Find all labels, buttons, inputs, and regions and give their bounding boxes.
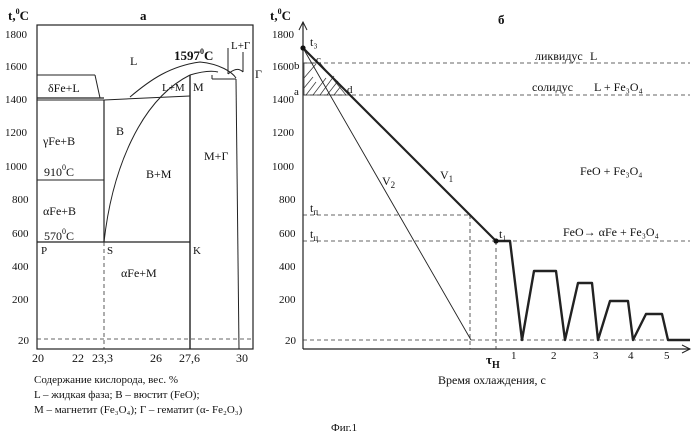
left-y-tick: 1800 <box>5 29 28 41</box>
right-y-tick: 1200 <box>272 127 295 139</box>
left-plot-frame <box>37 25 253 349</box>
left-y-tick: 1000 <box>5 161 28 173</box>
label-v1: V1 <box>440 168 453 184</box>
label-t3: t₃ <box>310 35 318 49</box>
label-v2: V2 <box>382 174 395 190</box>
legend-line-3: M – магнетит (Fe₃O₄); Г – гематит (α- Fe… <box>34 404 243 416</box>
point-t1-marker <box>493 238 498 243</box>
tau-n-label: τН <box>486 352 500 371</box>
liquidus-phase-label: L <box>590 49 597 63</box>
left-x-tick: 23,3 <box>92 351 113 365</box>
temp-label-910: 9100C <box>44 163 74 179</box>
solidus-label: солидус <box>532 80 573 94</box>
right-y-tick: 1000 <box>272 161 295 173</box>
eutectic-line <box>104 96 190 100</box>
cooling-curve-v2 <box>303 48 471 340</box>
left-y-tick: 20 <box>18 335 30 347</box>
left-y-tick: 200 <box>12 294 29 306</box>
left-panel-label: а <box>140 8 147 23</box>
region-magnetite: M <box>193 80 204 94</box>
right-y-tick: 600 <box>279 228 296 240</box>
left-y-tick: 600 <box>12 228 29 240</box>
right-y-tick: 1400 <box>272 94 295 106</box>
magnetite-liquid-boundary <box>190 71 218 75</box>
left-x-tick: 20 <box>32 351 44 365</box>
left-x-tick: 22 <box>72 351 84 365</box>
right-y-tick: 20 <box>285 335 297 347</box>
left-y-tick: 1400 <box>5 94 28 106</box>
label-tc: tц <box>310 227 318 243</box>
left-y-axis-title: t,0C <box>8 7 29 23</box>
right-x-tick: 1 <box>511 350 517 362</box>
label-c: c <box>316 54 321 66</box>
point-t3-marker <box>300 45 305 50</box>
left-x-tick: 27,6 <box>179 351 200 365</box>
right-y-axis-title: t,0C <box>270 7 291 23</box>
region-gamma-fe-b: γFe+B <box>42 134 75 148</box>
liquidus-label: ликвидус <box>535 49 583 63</box>
region-alpha-fe-b: αFe+B <box>43 204 76 218</box>
temp-label-570: 5700C <box>44 227 74 243</box>
legend-line-2: L – жидкая фаза; B – вюстит (FeO); <box>34 389 200 401</box>
right-y-tick: 1800 <box>272 29 295 41</box>
hematite-boundary <box>236 79 239 349</box>
region-wustite: B <box>116 124 124 138</box>
cooling-curve-v1 <box>303 48 496 241</box>
left-y-tick: 1600 <box>5 61 28 73</box>
region-alpha-fe-m: αFe+M <box>121 266 157 280</box>
point-s: S <box>107 245 113 257</box>
right-cooling-diagram: t,0C б 1800 1600 1400 1200 1000 800 600 … <box>270 7 690 387</box>
hatched-crystallization-zone <box>304 63 346 95</box>
point-k: K <box>193 245 201 257</box>
label-b: b <box>294 60 300 72</box>
right-x-tick: 5 <box>664 350 670 362</box>
label-a: a <box>294 86 299 98</box>
wustite-magnetite-curve <box>104 75 190 242</box>
delta-fe-liquidus <box>95 75 100 98</box>
left-y-tick: 400 <box>12 261 29 273</box>
region-liquid: L <box>130 54 137 68</box>
region-l-gamma: L+Г <box>231 40 250 52</box>
region-m-gamma: M+Г <box>204 149 228 163</box>
feo-reaction-label: FeO→ αFe + Fe₃O₄ <box>563 225 659 239</box>
feo-fe3o4-label: FeO + Fe₃O₄ <box>580 164 642 178</box>
right-y-tick: 200 <box>279 294 296 306</box>
region-b-m: B+M <box>146 167 172 181</box>
solidus-phase-label: L + Fe₃O₄ <box>594 80 643 94</box>
figure-caption: Фиг.1 <box>331 422 357 434</box>
label-t1: t₁ <box>499 227 507 241</box>
left-x-tick: 30 <box>236 351 248 365</box>
left-y-tick: 800 <box>12 194 29 206</box>
right-y-tick: 800 <box>279 194 296 206</box>
label-d: d <box>347 84 353 96</box>
point-p: P <box>41 245 47 257</box>
temp-label-1597: 15970C <box>174 47 213 63</box>
right-x-axis-title: Время охлаждения, с <box>438 373 546 387</box>
right-panel-label: б <box>498 12 505 27</box>
left-x-tick: 26 <box>150 351 162 365</box>
region-l-m: L+M <box>162 82 185 94</box>
left-y-tick: 1200 <box>5 127 28 139</box>
label-tp: tп <box>310 201 318 217</box>
legend-line-1: Содержание кислорода, вес. % <box>34 374 178 386</box>
right-y-tick: 1600 <box>272 61 295 73</box>
right-y-tick: 400 <box>279 261 296 273</box>
region-gamma: Г <box>255 67 262 81</box>
region-delta-fe-l: δFe+L <box>48 81 80 95</box>
right-x-tick: 4 <box>628 350 634 362</box>
right-x-tick: 3 <box>593 350 599 362</box>
left-phase-diagram: t,0C а 1800 1600 1400 1200 1000 800 600 … <box>5 7 262 416</box>
quench-sawtooth-curve <box>496 241 690 340</box>
right-x-tick: 2 <box>551 350 557 362</box>
